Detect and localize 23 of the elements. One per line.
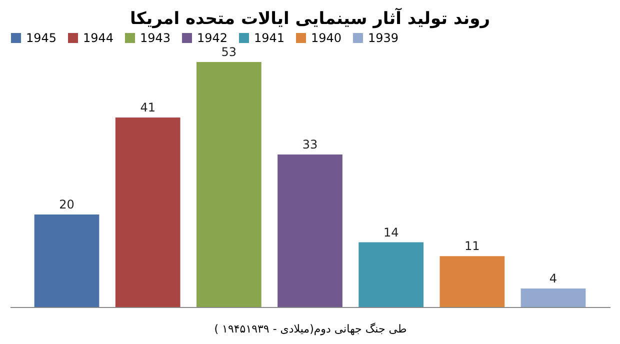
- bar: [520, 288, 586, 307]
- data-label: 53: [221, 45, 237, 59]
- x-axis-title: ( ۱۹۴۵میلادی - ۱۹۳۹)طی جنگ جهانی دوم: [214, 322, 407, 336]
- bar: [358, 242, 424, 307]
- data-label: 11: [464, 239, 480, 254]
- data-label: 4: [549, 272, 558, 286]
- legend-label: 1940: [311, 31, 342, 45]
- data-label: 20: [59, 198, 74, 212]
- chart-title: روند تولید آثار سینمایی ایالات متحده امریکا: [130, 7, 490, 29]
- legend-label: 1939: [368, 31, 399, 45]
- legend-label: 1942: [197, 31, 228, 45]
- legend-label: 1941: [254, 31, 285, 45]
- legend-label: 1943: [140, 31, 171, 45]
- bar: [115, 117, 180, 307]
- bar: [278, 154, 342, 307]
- data-label: 14: [383, 225, 399, 240]
- bar: [34, 214, 100, 307]
- data-label: 41: [140, 100, 156, 114]
- bar: [196, 62, 262, 307]
- legend-label: 1944: [83, 31, 114, 45]
- bar: [440, 256, 505, 307]
- data-label: 33: [302, 137, 318, 152]
- legend-label: 1945: [26, 31, 57, 45]
